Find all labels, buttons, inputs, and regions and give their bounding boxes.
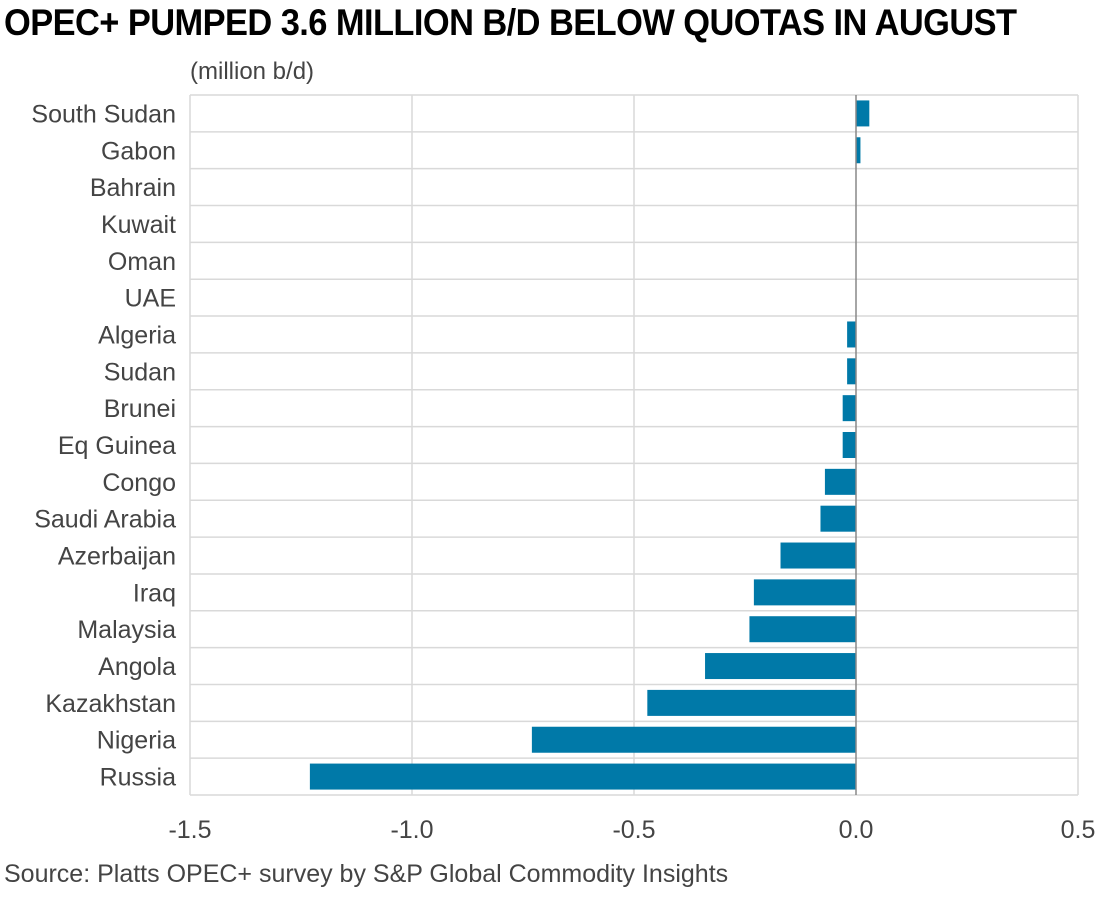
chart-title: OPEC+ PUMPED 3.6 MILLION B/D BELOW QUOTA… — [4, 2, 1017, 43]
bar-layer — [309, 95, 870, 795]
category-label: Nigeria — [97, 727, 176, 755]
bar-congo — [824, 468, 856, 495]
bar-brunei — [842, 395, 856, 422]
category-label: South Sudan — [31, 100, 176, 128]
category-label: UAE — [125, 285, 176, 313]
bar-russia — [309, 763, 856, 790]
bar-saudi-arabia — [820, 505, 856, 532]
x-tick-label: -0.5 — [612, 816, 655, 844]
x-tick-label: 0.0 — [839, 816, 874, 844]
category-label: Eq Guinea — [58, 432, 176, 460]
category-label: Gabon — [101, 137, 176, 165]
bar-sudan — [847, 358, 856, 385]
bar-kazakhstan — [647, 689, 856, 716]
bar-iraq — [753, 579, 856, 606]
category-label: Russia — [100, 764, 177, 792]
category-label: Kuwait — [101, 211, 176, 239]
category-label: Saudi Arabia — [34, 506, 176, 534]
bar-malaysia — [749, 616, 856, 643]
category-label: Kazakhstan — [45, 690, 176, 718]
grid-layer — [189, 94, 1079, 796]
category-label: Angola — [98, 653, 176, 681]
bar-algeria — [847, 321, 856, 348]
bar-azerbaijan — [780, 542, 856, 569]
x-tick-label: 0.5 — [1061, 816, 1096, 844]
category-label: Malaysia — [77, 616, 176, 644]
bar-gabon — [856, 137, 861, 164]
x-tick-label: -1.5 — [168, 816, 211, 844]
bar-angola — [705, 653, 856, 680]
category-label: Oman — [108, 248, 176, 276]
category-label: Congo — [102, 469, 176, 497]
source-note: Source: Platts OPEC+ survey by S&P Globa… — [4, 860, 729, 888]
category-label: Azerbaijan — [58, 543, 176, 571]
category-label: Algeria — [98, 321, 176, 349]
category-labels: South Sudan Gabon Bahrain Kuwait Oman UAE Alge… — [31, 100, 176, 791]
bar-eq-guinea — [842, 432, 856, 458]
category-label: Brunei — [104, 395, 176, 423]
bar-south-sudan — [856, 100, 870, 127]
unit-label: (million b/d) — [190, 58, 315, 85]
category-label: Iraq — [133, 579, 176, 607]
bar-nigeria — [531, 726, 856, 753]
category-label: Sudan — [104, 358, 176, 386]
category-label: Bahrain — [90, 174, 176, 202]
x-axis-ticks: -1.5 -1.0 -0.5 0.0 0.5 — [168, 816, 1095, 844]
x-tick-label: -1.0 — [390, 816, 433, 844]
